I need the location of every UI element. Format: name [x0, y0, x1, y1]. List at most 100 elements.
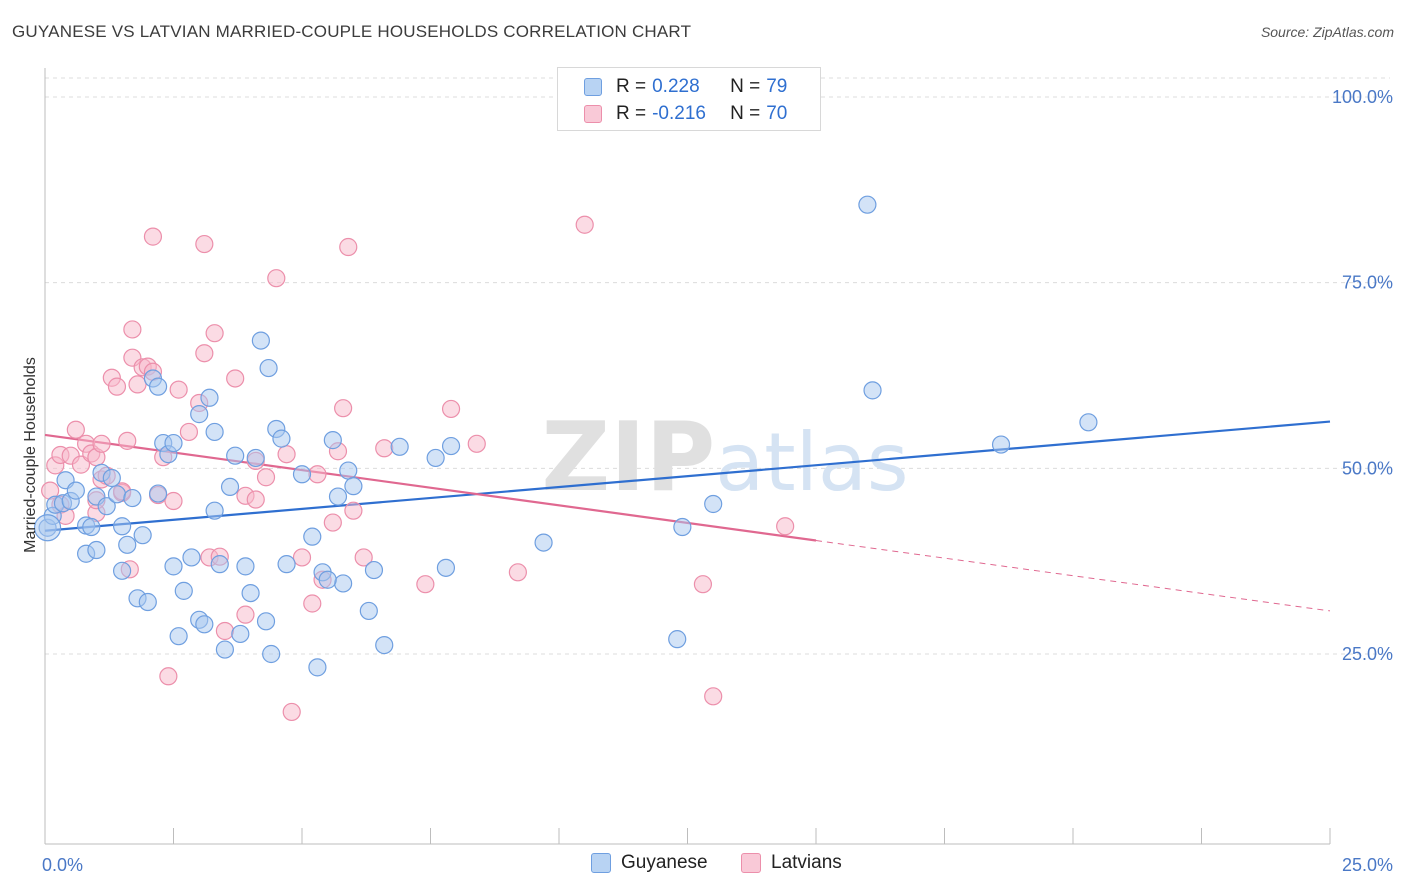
point-latvians	[256, 468, 276, 487]
point-latvians	[308, 465, 327, 484]
point-guyanese	[215, 640, 234, 659]
source-label: Source: ZipAtlas.com	[1260, 24, 1394, 40]
legend-n-label: N =	[730, 76, 761, 97]
x-tick-label: 25.0%	[1342, 855, 1393, 875]
point-guyanese	[344, 477, 363, 496]
point-guyanese	[673, 517, 692, 537]
legend-swatch-blue	[591, 853, 611, 873]
y-axis-label: Married-couple Households	[22, 357, 39, 553]
point-latvians	[107, 377, 127, 396]
point-guyanese	[164, 433, 183, 453]
point-guyanese	[251, 331, 270, 350]
point-latvians	[282, 702, 301, 722]
legend-item-latvians: Latvians	[741, 852, 842, 874]
point-guyanese	[241, 584, 260, 603]
point-latvians	[71, 455, 91, 474]
point-latvians	[354, 548, 373, 567]
legend-r-value: -0.216	[652, 103, 706, 124]
point-latvians	[123, 320, 142, 339]
point-latvians	[339, 237, 358, 257]
point-latvians	[195, 234, 214, 254]
point-guyanese	[272, 429, 291, 448]
point-latvians	[143, 227, 163, 246]
point-guyanese	[334, 574, 353, 593]
point-guyanese	[87, 540, 106, 560]
point-guyanese	[200, 388, 219, 407]
correlation-legend: R = 0.228 N = 79 R = -0.216 N = 70	[557, 67, 821, 131]
point-guyanese	[262, 644, 281, 664]
point-guyanese	[164, 557, 183, 576]
point-guyanese	[123, 488, 142, 508]
point-guyanese	[858, 195, 877, 214]
point-guyanese	[112, 561, 132, 580]
legend-row-latvians: R = -0.216 N = 70	[584, 101, 787, 127]
point-latvians	[179, 422, 199, 442]
point-latvians	[323, 513, 342, 532]
point-guyanese	[292, 465, 312, 484]
point-latvians	[416, 575, 435, 594]
point-guyanese	[169, 627, 188, 646]
point-guyanese	[359, 601, 378, 621]
point-latvians	[344, 501, 363, 520]
point-guyanese	[112, 517, 132, 536]
point-guyanese	[390, 437, 409, 456]
point-latvians	[164, 491, 183, 511]
legend-label: Latvians	[771, 852, 842, 873]
point-latvians	[441, 399, 461, 419]
point-latvians	[467, 434, 486, 453]
point-latvians	[277, 445, 296, 464]
watermark: ZIPatlas	[541, 403, 908, 513]
point-guyanese	[66, 481, 85, 500]
point-latvians	[195, 344, 214, 363]
point-latvians	[66, 420, 85, 439]
point-latvians	[205, 324, 224, 343]
point-guyanese	[339, 461, 358, 480]
point-guyanese	[174, 581, 193, 600]
point-guyanese	[82, 517, 101, 537]
point-latvians	[159, 667, 178, 686]
point-latvians	[508, 563, 527, 582]
point-guyanese	[256, 612, 276, 631]
legend-swatch-pink	[584, 105, 602, 123]
point-guyanese	[118, 535, 137, 554]
point-latvians	[776, 517, 795, 536]
point-guyanese	[323, 431, 342, 450]
point-guyanese	[97, 497, 116, 516]
point-latvians	[267, 269, 286, 288]
y-tick-label: 75.0%	[1342, 273, 1393, 293]
legend-r-value: 0.228	[652, 76, 700, 97]
point-latvians	[128, 375, 147, 394]
point-latvians	[704, 687, 723, 706]
point-latvians	[92, 434, 111, 453]
point-guyanese	[220, 477, 240, 496]
point-latvians	[334, 399, 353, 418]
legend-n-value: 70	[766, 103, 788, 124]
point-guyanese	[195, 615, 214, 634]
legend-n-label: N =	[730, 103, 761, 124]
point-guyanese	[246, 448, 265, 468]
data-points	[33, 195, 1098, 722]
point-guyanese	[210, 555, 229, 574]
legend-r-label: R =	[616, 103, 647, 124]
point-guyanese	[102, 468, 121, 488]
legend-row-guyanese: R = 0.228 N = 79	[584, 74, 787, 100]
legend-r-label: R =	[616, 76, 647, 97]
point-latvians	[215, 621, 234, 641]
y-tick-label: 100.0%	[1332, 87, 1393, 107]
point-guyanese	[133, 526, 152, 545]
point-guyanese	[426, 448, 445, 468]
point-guyanese	[190, 405, 209, 424]
point-guyanese	[182, 548, 201, 567]
x-tick-label: 0.0%	[42, 855, 83, 875]
legend-swatch-blue	[584, 78, 602, 96]
point-guyanese	[303, 527, 322, 546]
point-latvians	[693, 575, 713, 594]
point-guyanese	[991, 435, 1011, 454]
chart-title: GUYANESE VS LATVIAN MARRIED-COUPLE HOUSE…	[12, 22, 692, 41]
point-guyanese	[318, 570, 337, 589]
point-guyanese	[148, 484, 168, 503]
point-guyanese	[148, 377, 168, 396]
point-guyanese	[107, 485, 127, 504]
point-latvians	[303, 594, 322, 613]
